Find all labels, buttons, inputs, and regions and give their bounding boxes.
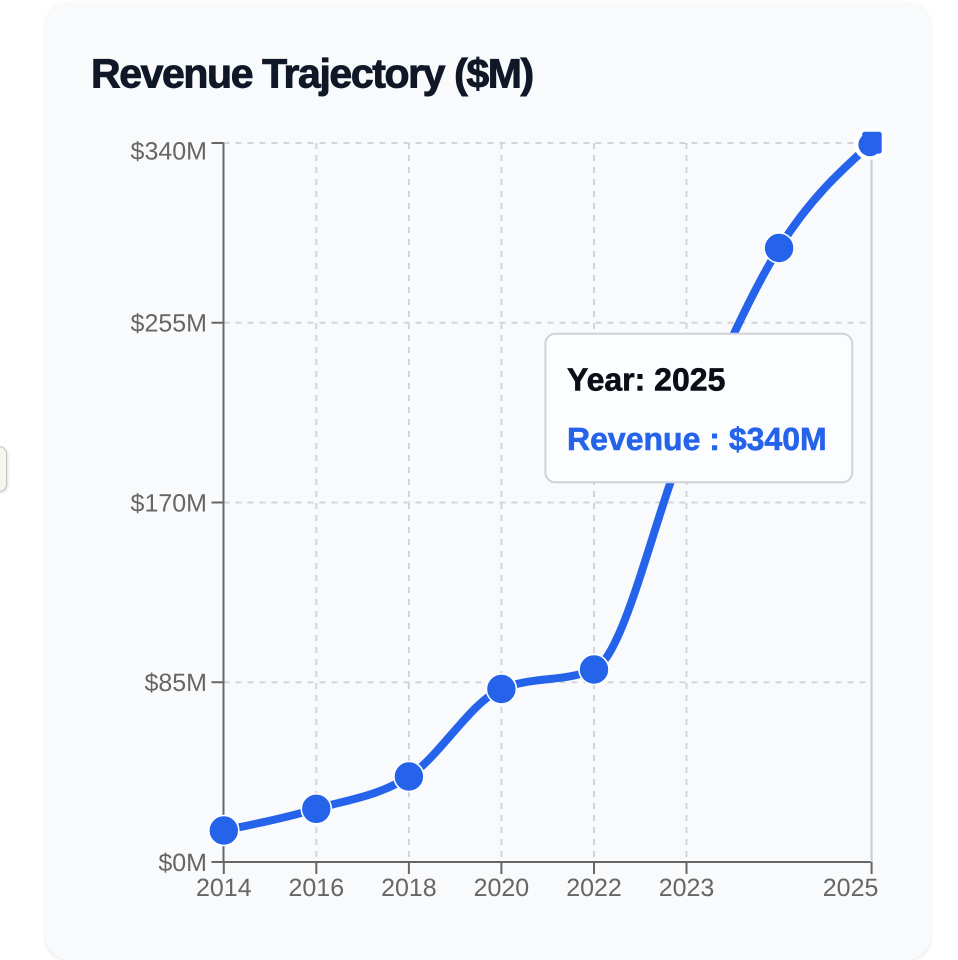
svg-text:2023: 2023 xyxy=(659,874,715,902)
svg-text:Revenue : $340M: Revenue : $340M xyxy=(567,421,827,457)
svg-text:2025: 2025 xyxy=(823,874,879,902)
svg-text:2014: 2014 xyxy=(196,874,252,902)
svg-text:2020: 2020 xyxy=(474,874,530,902)
svg-text:$170M: $170M xyxy=(131,489,207,517)
svg-text:Year: 2025: Year: 2025 xyxy=(567,362,725,398)
svg-text:$255M: $255M xyxy=(131,310,207,338)
svg-text:$0M: $0M xyxy=(158,849,207,877)
svg-text:$85M: $85M xyxy=(144,669,207,697)
svg-text:2022: 2022 xyxy=(566,874,622,902)
svg-text:Revenue Trajectory ($M): Revenue Trajectory ($M) xyxy=(91,51,533,97)
svg-text:2016: 2016 xyxy=(288,874,344,902)
svg-text:2018: 2018 xyxy=(381,874,437,902)
svg-text:$340M: $340M xyxy=(131,137,207,165)
